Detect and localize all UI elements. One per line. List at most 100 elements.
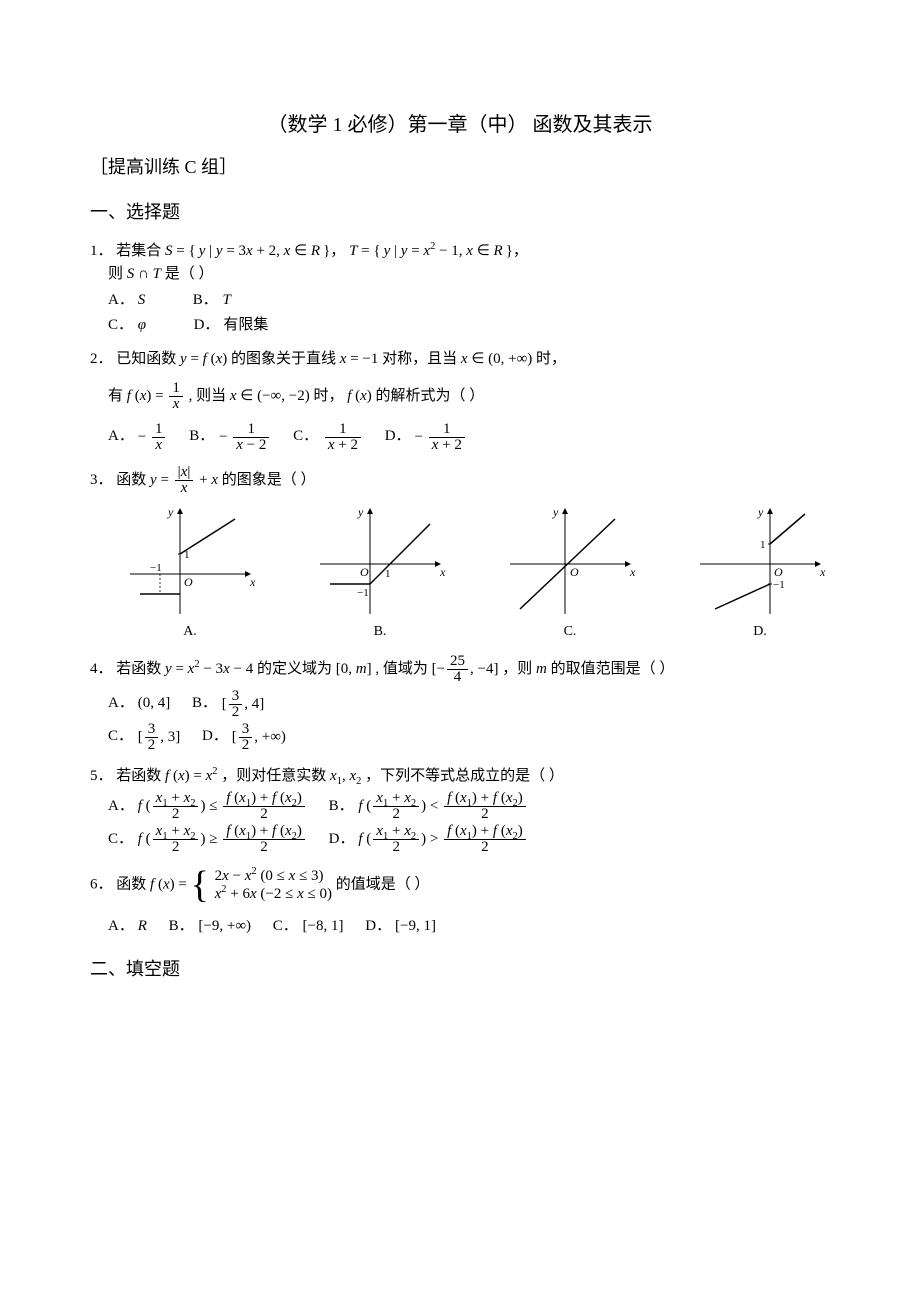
q5-c-op: ≥ <box>209 831 217 847</box>
q4-end: 的取值范围是（ ） <box>551 660 675 676</box>
q2-line2-pre: 有 <box>108 387 127 403</box>
question-6: 6． 函数 f (x) = { 2x − x2 (0 ≤ x ≤ 3) x2 +… <box>90 867 830 938</box>
q4-m: m <box>536 660 547 676</box>
question-2: 2． 已知函数 y = f (x) 的图象关于直线 x = −1 对称，且当 x… <box>90 348 830 453</box>
q5-opt-d-label: D． <box>329 828 355 851</box>
q1-mid: ， <box>330 243 345 259</box>
svg-text:O: O <box>570 565 579 579</box>
q6-opt-b-label: B． <box>169 915 195 938</box>
q5-pre: 若函数 <box>116 768 165 784</box>
q6-opt-b-val: [−9, +∞) <box>198 918 251 934</box>
q3-graph-a: x y O −1 1 A. <box>120 504 260 642</box>
svg-text:1: 1 <box>760 539 766 551</box>
q6-opt-d-label: D． <box>365 915 391 938</box>
graph-d-svg: x y O 1 −1 <box>690 504 830 619</box>
q3-graph-c: x y O C. <box>500 504 640 642</box>
svg-text:O: O <box>184 575 193 589</box>
q2-line1-pre: 已知函数 <box>116 351 180 367</box>
graph-a-svg: x y O −1 1 <box>120 504 260 619</box>
q1-opt-b-label: B． <box>193 289 219 312</box>
q3-stem-pre: 函数 <box>116 471 150 487</box>
q2-line1-post: 对称，且当 <box>382 351 461 367</box>
svg-text:O: O <box>360 565 369 579</box>
q6-number: 6． <box>90 876 113 892</box>
q2-opt-d-label: D． <box>385 425 411 448</box>
page-title: （数学 1 必修）第一章（中） 函数及其表示 <box>90 110 830 140</box>
q2-number: 2． <box>90 351 113 367</box>
q4-range-frac: 254 <box>447 654 468 685</box>
q3-frac: |x|x <box>175 465 194 496</box>
q2-opt-b-label: B． <box>189 425 215 448</box>
q2-opt-c-frac: 1x + 2 <box>325 422 361 453</box>
q5-mid: ，则对任意实数 <box>221 768 330 784</box>
q4-opt-b-label: B． <box>192 692 218 715</box>
svg-text:x: x <box>629 565 636 579</box>
q4-opt-a-label: A． <box>108 692 134 715</box>
q1-set-s: S <box>165 243 173 259</box>
q1-line2-pre: 则 <box>108 266 127 282</box>
q5-post: ，下列不等式总成立的是（ ） <box>365 768 564 784</box>
q6-piecewise: { 2x − x2 (0 ≤ x ≤ 3) x2 + 6x (−2 ≤ x ≤ … <box>191 867 332 903</box>
q6-pre: 函数 <box>116 876 150 892</box>
q6-opt-c-label: C． <box>273 915 299 938</box>
q1-line2-post: 是（ ） <box>165 266 214 282</box>
q1-opt-a-label: A． <box>108 289 134 312</box>
svg-text:−1: −1 <box>150 562 162 574</box>
section-2-header: 二、填空题 <box>90 956 830 983</box>
question-5: 5． 若函数 f (x) = x2 ，则对任意实数 x1, x2 ，下列不等式总… <box>90 765 830 856</box>
q1-opt-d-val: 有限集 <box>223 317 268 333</box>
page-subtitle: ［提高训练 C 组］ <box>90 154 830 181</box>
svg-text:y: y <box>167 505 174 519</box>
q6-opt-a-val: R <box>138 918 147 934</box>
q3-number: 3． <box>90 471 113 487</box>
svg-text:y: y <box>552 505 559 519</box>
q2-opt-a-frac: 1x <box>152 422 166 453</box>
q1-opt-c-label: C． <box>108 314 134 337</box>
q2-line1-end: 时， <box>536 351 566 367</box>
q6-post: 的值域是（ ） <box>336 876 430 892</box>
q1-opt-a-val: S <box>138 292 146 308</box>
q2-opt-c-label: C． <box>293 425 319 448</box>
question-3: 3． 函数 y = |x|x + x 的图象是（ ） x y O −1 1 <box>90 465 830 642</box>
q1-number: 1． <box>90 243 113 259</box>
q3-graph-a-label: A. <box>120 621 260 642</box>
q1-opt-b-val: T <box>223 292 231 308</box>
q4-pre: 若函数 <box>116 660 165 676</box>
q6-opt-d-val: [−9, 1] <box>395 918 436 934</box>
svg-text:1: 1 <box>385 568 391 580</box>
q2-opt-b-sign: − <box>219 428 227 444</box>
q5-d-op: > <box>430 831 438 847</box>
q5-opt-c-label: C． <box>108 828 134 851</box>
q2-line2-mid: , 则当 <box>189 387 230 403</box>
q6-opt-c-val: [−8, 1] <box>303 918 344 934</box>
svg-text:−1: −1 <box>773 579 785 591</box>
svg-text:O: O <box>774 565 783 579</box>
q5-opt-b-label: B． <box>329 795 355 818</box>
q3-graphs: x y O −1 1 A. x y O <box>120 504 830 642</box>
q2-opt-d-frac: 1x + 2 <box>429 422 465 453</box>
q4-number: 4． <box>90 660 113 676</box>
q2-opt-a-label: A． <box>108 425 134 448</box>
q2-line1-mid: 的图象关于直线 <box>231 351 340 367</box>
section-1-header: 一、选择题 <box>90 199 830 226</box>
q2-line2-end: 的解析式为（ ） <box>376 387 485 403</box>
svg-text:y: y <box>357 505 364 519</box>
q1-opt-d-label: D． <box>194 314 220 337</box>
q3-graph-b: x y O 1 −1 B. <box>310 504 450 642</box>
q2-func: y <box>180 351 187 367</box>
q4-post: ，则 <box>502 660 536 676</box>
q1-opt-c-val: φ <box>138 317 146 333</box>
svg-text:−1: −1 <box>357 587 369 599</box>
q4-opt-a-val: (0, 4] <box>138 695 171 711</box>
q3-graph-d-label: D. <box>690 621 830 642</box>
q4-mid2: , 值域为 <box>375 660 431 676</box>
q6-opt-a-label: A． <box>108 915 134 938</box>
q4-opt-c-label: C． <box>108 725 134 748</box>
q5-opt-a-label: A． <box>108 795 134 818</box>
q4-opt-d-label: D． <box>202 725 228 748</box>
q4-mid1: 的定义域为 <box>257 660 336 676</box>
question-4: 4． 若函数 y = x2 − 3x − 4 的定义域为 [0, m] , 值域… <box>90 654 830 753</box>
q3-stem-post: 的图象是（ ） <box>222 471 316 487</box>
graph-c-svg: x y O <box>500 504 640 619</box>
q1-tail: ， <box>513 243 528 259</box>
